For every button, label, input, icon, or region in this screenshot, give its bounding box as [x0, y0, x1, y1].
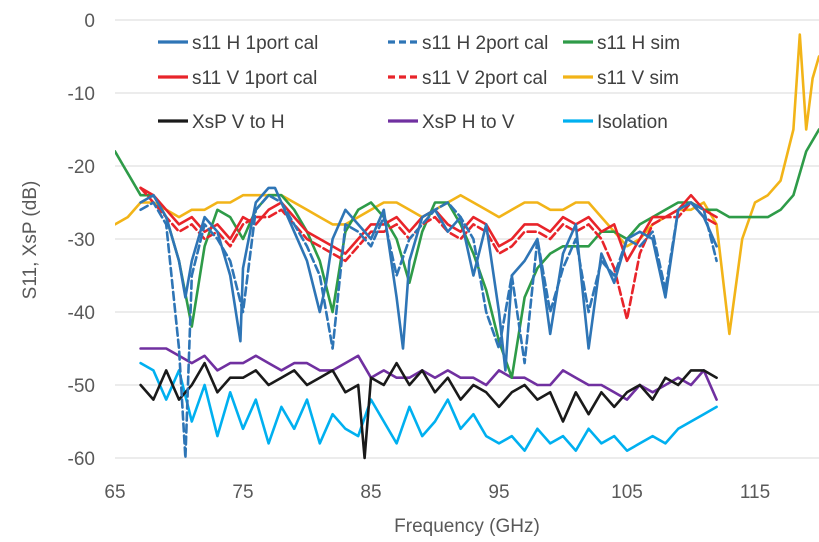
legend-label: XsP V to H [192, 112, 285, 133]
y-tick-label: -40 [68, 303, 95, 324]
legend-label: s11 V 1port cal [192, 68, 317, 89]
x-axis-ticks: 65 75 85 95 105 115 [104, 482, 770, 503]
y-tick-label: -50 [68, 376, 95, 397]
x-tick-label: 65 [104, 482, 125, 503]
y-axis-title: S11, XsP (dB) [20, 181, 41, 300]
gridlines [115, 19, 819, 459]
series-line-s11-h-sim [115, 128, 819, 380]
series-line-s11-v-2port-cal [139, 186, 718, 321]
x-tick-label: 105 [611, 482, 643, 503]
x-axis-title: Frequency (GHz) [394, 516, 540, 537]
series-line-s11-h-1port-cal [139, 186, 718, 372]
y-axis-ticks: 0 -10 -20 -30 -40 -50 -60 [68, 11, 95, 470]
y-tick-label: -30 [68, 230, 95, 251]
legend-label: s11 H 2port cal [422, 33, 548, 54]
legend-label: s11 V sim [597, 68, 679, 89]
legend-label: s11 H sim [597, 33, 680, 54]
x-tick-label: 95 [488, 482, 509, 503]
series-line-xsp-h-to-v [139, 347, 718, 401]
x-tick-label: 85 [360, 482, 381, 503]
x-tick-label: 115 [740, 482, 770, 503]
legend: s11 H 1port cal s11 H 2port cal s11 H sim s… [158, 33, 680, 133]
y-tick-label: -10 [68, 84, 95, 105]
x-tick-label: 75 [232, 482, 253, 503]
series-line-isolation [139, 361, 718, 453]
series-line-s11-v-sim [115, 33, 819, 336]
series-line-s11-v-1port-cal [139, 186, 718, 263]
y-tick-label: 0 [84, 11, 95, 32]
y-tick-label: -60 [68, 449, 95, 470]
legend-label: XsP H to V [422, 112, 515, 133]
y-tick-label: -20 [68, 157, 95, 178]
legend-label: s11 H 1port cal [192, 33, 318, 54]
series-line-s11-h-2port-cal [139, 193, 718, 460]
legend-label: s11 V 2port cal [422, 68, 547, 89]
legend-label: Isolation [597, 112, 668, 133]
series-line-xsp-v-to-h [139, 361, 718, 460]
plot-area [115, 33, 819, 460]
